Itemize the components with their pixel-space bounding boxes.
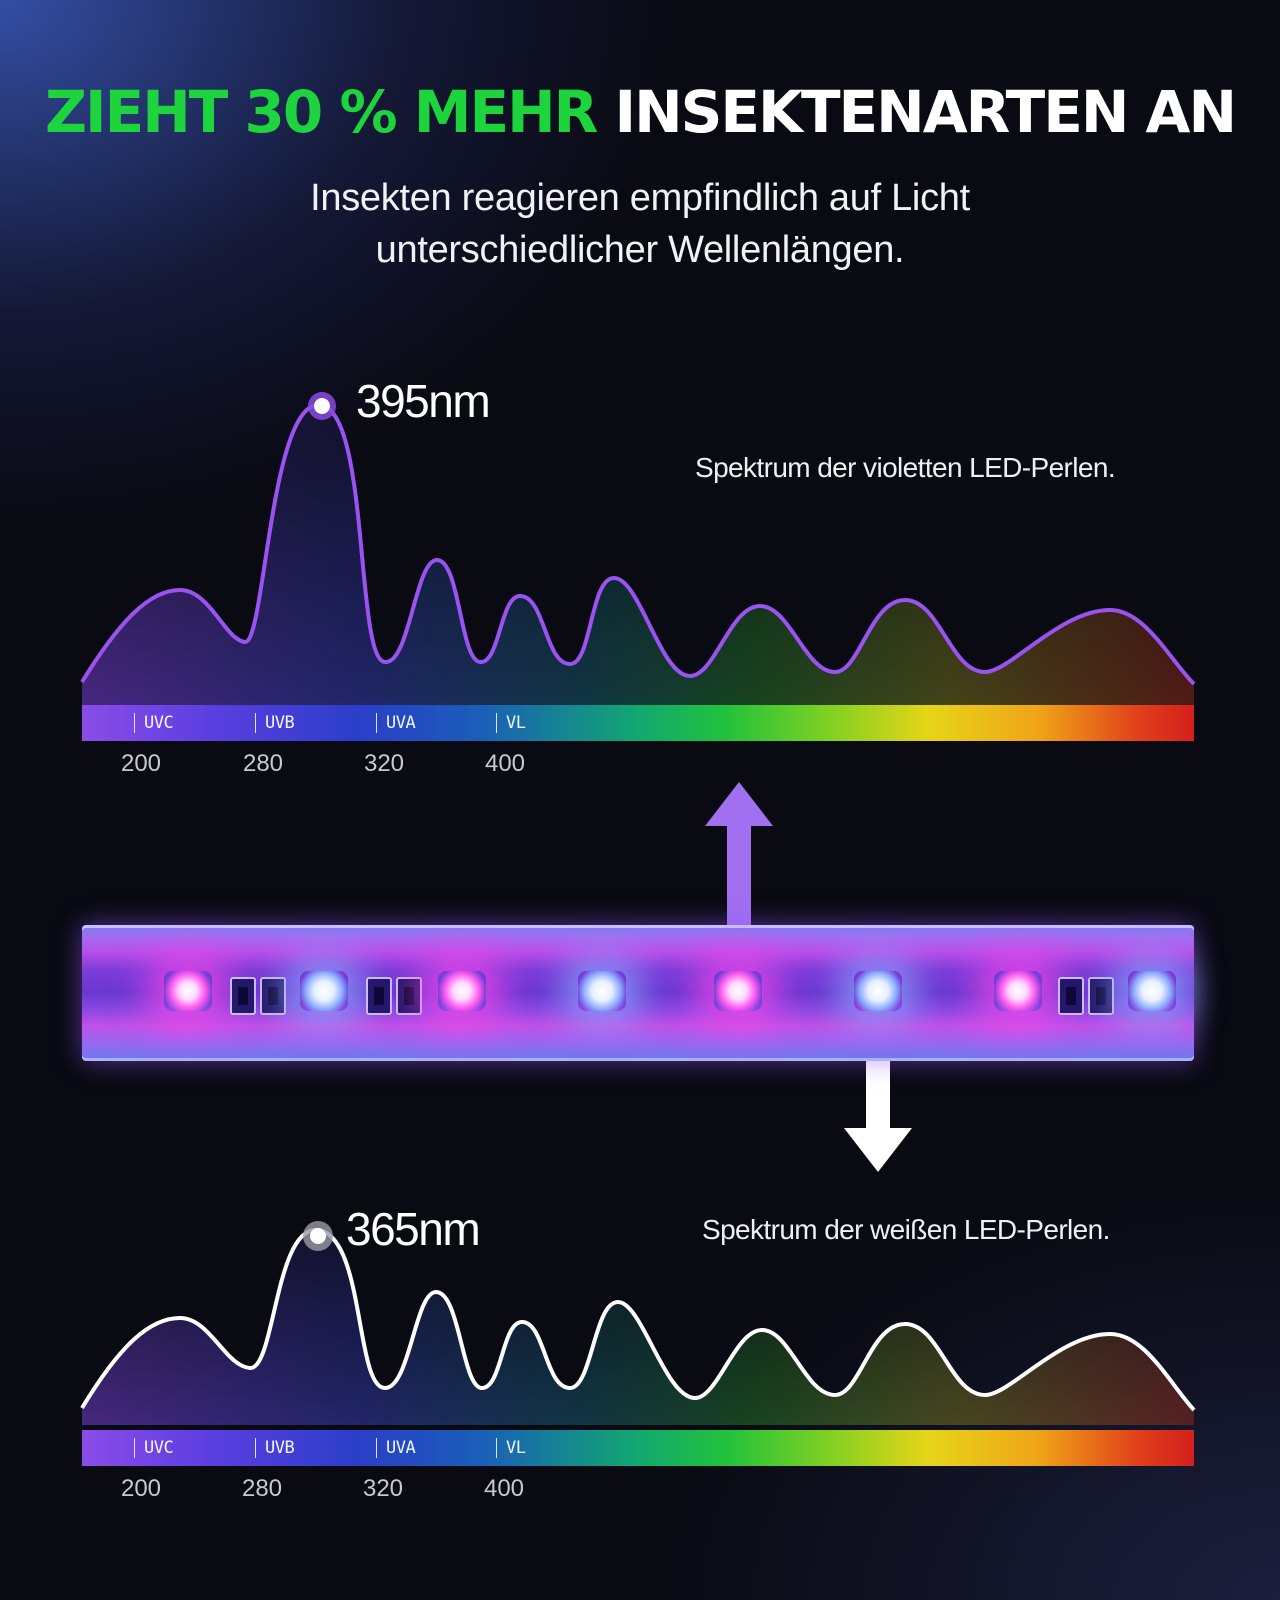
band-uva: UVA: [376, 713, 416, 733]
band-uvb: UVB: [255, 713, 295, 733]
violet-spectrum-area: [82, 404, 1194, 705]
resistor: [1058, 977, 1084, 1015]
band-uva: UVA: [376, 1438, 416, 1458]
resistor: [230, 977, 256, 1015]
tick-400: 400: [484, 750, 526, 777]
tick-200: 200: [120, 750, 162, 777]
band-vl: VL: [496, 1438, 526, 1458]
band-uvc: UVC: [134, 713, 174, 733]
tick-320: 320: [363, 750, 405, 777]
led-bead-white: [1128, 971, 1176, 1011]
led-bead-violet: [164, 971, 212, 1011]
headline-highlight: ZIEHT 30 % MEHR: [45, 78, 598, 146]
led-bead-violet: [994, 971, 1042, 1011]
white-wavelength-bar: UVC UVB UVA VL: [82, 1430, 1194, 1466]
led-bead-white: [854, 971, 902, 1011]
resistor: [1088, 977, 1114, 1015]
arrow-up-icon: [705, 782, 773, 926]
violet-wavelength-bar: UVC UVB UVA VL: [82, 705, 1194, 741]
tick-280: 280: [241, 1475, 283, 1502]
violet-caption: Spektrum der violetten LED-Perlen.: [695, 452, 1116, 483]
led-bead-violet: [438, 971, 486, 1011]
tick-200: 200: [120, 1475, 162, 1502]
band-uvc: UVC: [134, 1438, 174, 1458]
white-spectrum-area: [82, 1229, 1194, 1430]
led-bead-white: [578, 971, 626, 1011]
resistor: [366, 977, 392, 1015]
headline-rest: INSEKTENARTEN AN: [614, 78, 1237, 146]
white-caption: Spektrum der weißen LED-Perlen.: [702, 1214, 1110, 1245]
subtitle-line-1: Insekten reagieren empfindlich auf Licht: [310, 177, 970, 219]
white-spectrum-line: [80, 1227, 1196, 1412]
tick-320: 320: [362, 1475, 404, 1502]
resistor: [396, 977, 422, 1015]
violet-peak-label: 395nm: [356, 375, 491, 427]
white-peak-label: 365nm: [346, 1203, 481, 1255]
subtitle: Insekten reagieren empfindlich auf Licht…: [0, 172, 1280, 276]
tick-280: 280: [242, 750, 284, 777]
band-vl: VL: [496, 713, 526, 733]
led-bead-violet: [714, 971, 762, 1011]
violet-spectrum-line: [80, 402, 1196, 686]
tick-400: 400: [483, 1475, 525, 1502]
headline: ZIEHT 30 % MEHR INSEKTENARTEN AN: [0, 78, 1280, 146]
led-strip: [82, 925, 1194, 1061]
led-bead-white: [300, 971, 348, 1011]
band-uvb: UVB: [255, 1438, 295, 1458]
resistor: [260, 977, 286, 1015]
subtitle-line-2: unterschiedlicher Wellenlängen.: [375, 229, 905, 271]
